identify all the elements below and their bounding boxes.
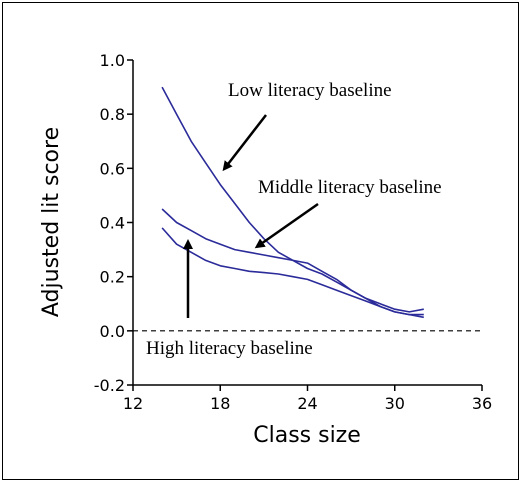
x-tick-label: 24 xyxy=(297,394,317,413)
y-tick-label: 0.6 xyxy=(100,159,125,178)
x-axis-label: Class size xyxy=(253,423,361,448)
series-line-middle xyxy=(161,208,424,313)
x-tick-label: 30 xyxy=(385,394,405,413)
y-tick-label: 1.0 xyxy=(100,51,125,70)
x-tick-label: 12 xyxy=(123,394,143,413)
y-tick-label: 0.0 xyxy=(100,322,125,341)
annotation-middle-text: Middle literacy baseline xyxy=(258,177,442,198)
y-tick-label: 0.4 xyxy=(100,214,125,233)
annotation-middle-arrow xyxy=(254,202,319,249)
y-ticks: -0.2 0.0 0.2 0.4 0.6 0.8 1.0 xyxy=(94,51,133,395)
annotation-low: Low literacy baseline xyxy=(222,80,392,172)
series-line-low xyxy=(161,86,424,316)
x-tick-label: 36 xyxy=(472,394,492,413)
series-line-high xyxy=(161,227,424,319)
y-tick-label: 0.8 xyxy=(100,105,125,124)
annotation-low-text: Low literacy baseline xyxy=(228,80,392,101)
x-tick-label: 18 xyxy=(210,394,230,413)
x-ticks: 12 18 24 30 36 xyxy=(123,385,492,413)
annotation-high: High literacy baseline xyxy=(146,239,313,359)
series-group xyxy=(161,86,424,319)
axes xyxy=(132,60,482,386)
annotation-middle: Middle literacy baseline xyxy=(254,177,442,249)
annotation-high-text: High literacy baseline xyxy=(146,338,313,359)
y-axis-label: Adjusted lit score xyxy=(39,127,64,317)
y-tick-label: -0.2 xyxy=(94,376,125,395)
annotation-low-arrow xyxy=(222,114,267,172)
y-tick-label: 0.2 xyxy=(100,268,125,287)
